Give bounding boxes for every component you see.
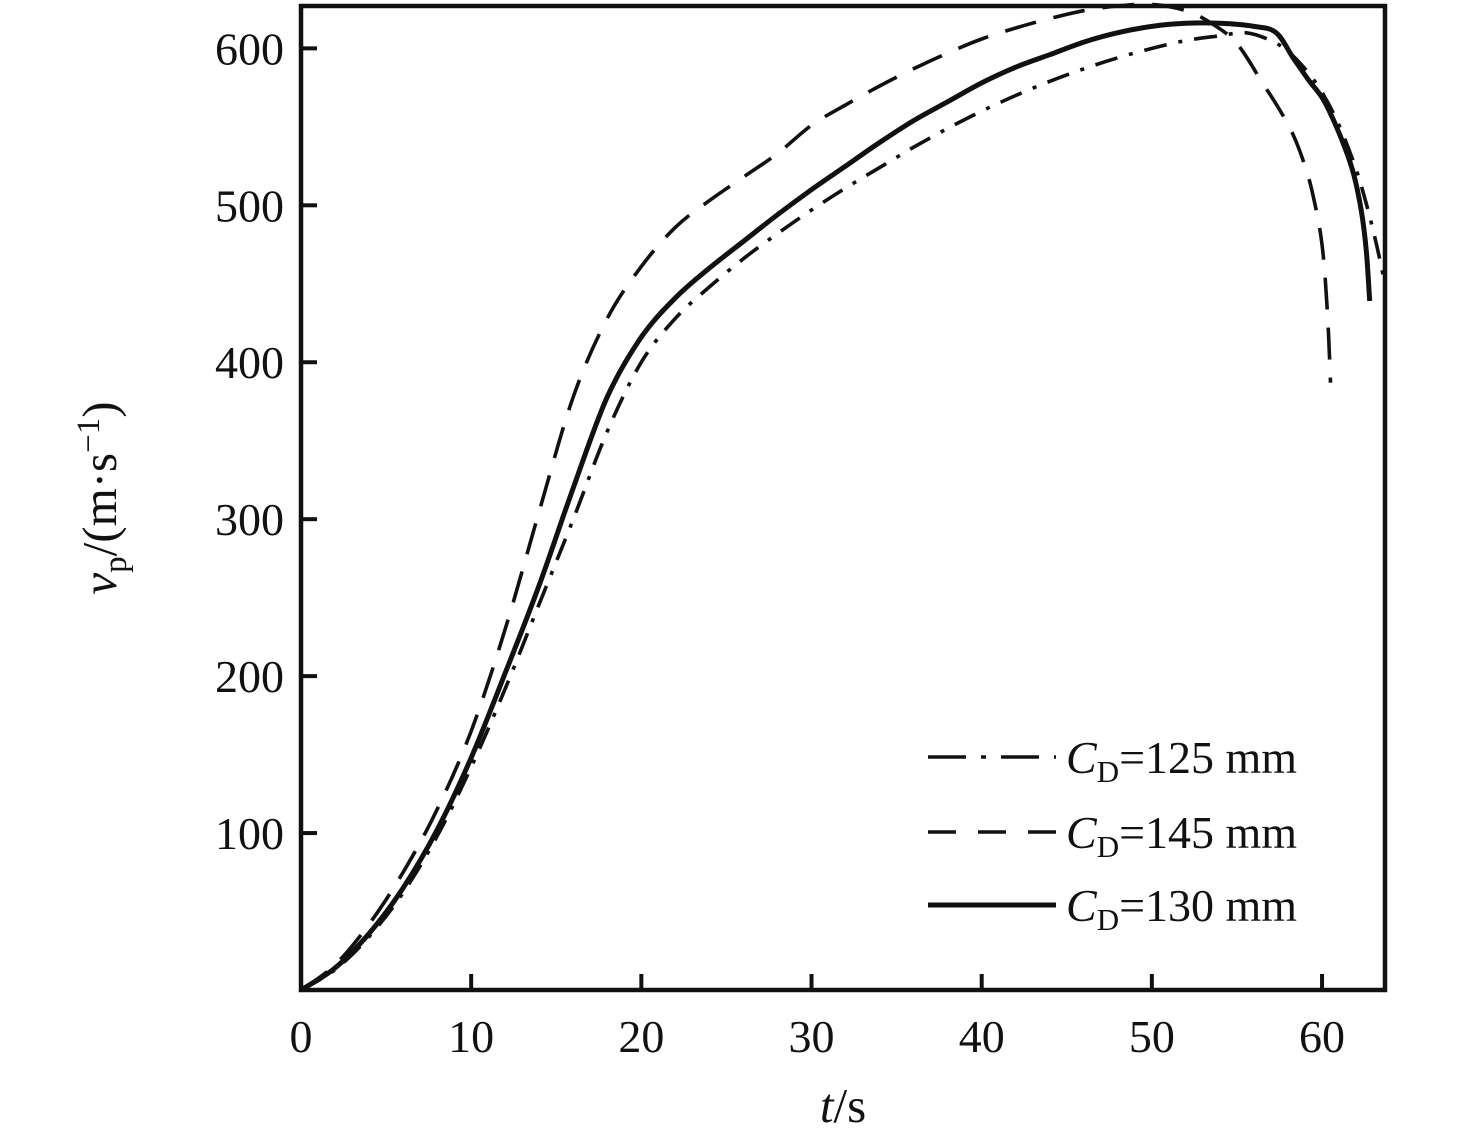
x-tick-label: 20 [618, 1011, 664, 1062]
x-tick-label: 30 [789, 1011, 835, 1062]
curve-dashed [299, 2, 1333, 992]
axis-ticks: 0 10 20 30 40 50 60 100 200 300 400 500 600 [215, 23, 1345, 1062]
legend-label: CD=145 mm [1066, 807, 1297, 864]
legend-item-125: CD=125 mm [928, 732, 1297, 789]
x-tick-label: 10 [448, 1011, 494, 1062]
data-curves [299, 2, 1386, 993]
y-tick-label: 400 [215, 337, 284, 388]
legend-item-130: CD=130 mm [928, 880, 1297, 937]
legend-label: CD=130 mm [1066, 880, 1297, 937]
curve-solid [299, 20, 1373, 993]
legend-item-145: CD=145 mm [928, 807, 1297, 864]
y-tick-label: 200 [215, 651, 284, 702]
y-tick-label: 300 [215, 494, 284, 545]
x-tick-label: 60 [1299, 1011, 1345, 1062]
curve-dashdot [300, 30, 1386, 992]
legend: CD=125 mm CD=145 mm CD=130 mm [928, 732, 1297, 937]
x-tick-label: 50 [1129, 1011, 1175, 1062]
y-axis-label: vp/(m·s−1) [71, 401, 134, 594]
x-tick-label: 40 [959, 1011, 1005, 1062]
plot-border [298, 3, 1388, 993]
y-tick-label: 100 [215, 808, 284, 859]
y-tick-label: 500 [215, 180, 284, 231]
legend-label: CD=125 mm [1066, 732, 1297, 789]
y-tick-label: 600 [215, 23, 284, 74]
x-tick-label: 0 [290, 1011, 313, 1062]
x-axis-label: t/s [820, 1078, 866, 1133]
